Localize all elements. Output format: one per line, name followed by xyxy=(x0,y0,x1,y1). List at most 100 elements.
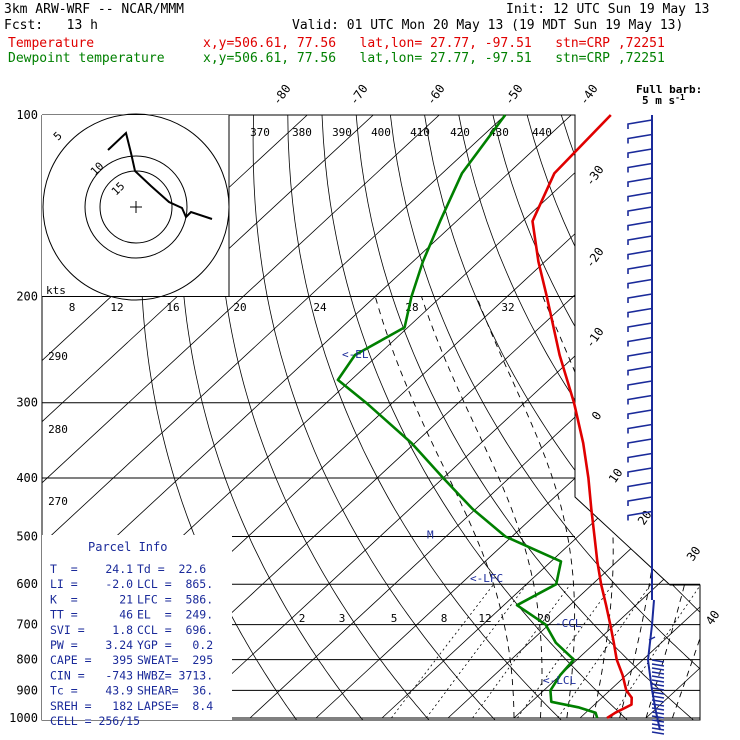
parcel-value-left: Tc = 43.9 xyxy=(50,684,133,698)
wind-barb-lower xyxy=(651,667,665,671)
temperature-label--40: -40 xyxy=(577,82,601,108)
wind-barb xyxy=(627,365,653,376)
parcel-value-left: CAPE = 395 xyxy=(50,653,133,667)
dry-adiabat-line xyxy=(526,115,700,720)
wind-barb-lower xyxy=(651,683,665,687)
wind-barb-lower xyxy=(651,727,665,731)
dewpoint-profile xyxy=(336,114,599,719)
temperature-label--80: -80 xyxy=(270,82,294,108)
theta-label-290: 290 xyxy=(48,350,68,363)
parcel-value-left: K = 21 xyxy=(50,592,133,606)
wind-barb-lower xyxy=(651,671,665,675)
speed-axis-label-32: 32 xyxy=(501,301,514,314)
parcel-value-right: CCL = 696. xyxy=(137,623,213,637)
profiles xyxy=(336,114,634,720)
speed-axis-label-8: 8 xyxy=(69,301,76,314)
temperature-label--60: -60 xyxy=(424,82,448,108)
isotherm-line xyxy=(42,115,440,719)
wind-barb xyxy=(627,162,653,173)
wind-barb-lower xyxy=(651,659,665,663)
wind-barb xyxy=(627,206,653,216)
wind-barb-lower xyxy=(651,699,665,703)
parcel-value-right: LFC = 586. xyxy=(137,592,213,606)
dry-adiabat-line xyxy=(252,115,506,720)
mixing-ratio-line xyxy=(472,583,571,719)
isotherm-line xyxy=(712,115,740,718)
isotherm-line xyxy=(645,115,700,719)
dry-adiabat-line xyxy=(321,115,640,720)
isotherm-line xyxy=(579,115,700,719)
isotherm-line xyxy=(42,115,572,719)
pressure-label-800: 800 xyxy=(16,653,38,667)
wind-barb xyxy=(627,496,653,506)
m-marker: M xyxy=(427,528,434,541)
dry-adiabat-line xyxy=(732,115,740,731)
wind-barb xyxy=(627,293,653,303)
temperature-label-0: 0 xyxy=(589,409,605,423)
parcel-value-right: SHEAR= 36. xyxy=(137,684,213,698)
parcel-value-right: YGP = 0.2 xyxy=(137,638,213,652)
moist-adiabat-line xyxy=(671,296,700,719)
isotherm-line xyxy=(447,115,700,719)
wind-barb xyxy=(627,177,653,187)
wind-barb xyxy=(627,409,653,419)
wind-barb-lower xyxy=(651,723,665,727)
mixing-ratio-label-2: 2 xyxy=(299,612,306,625)
dry-adiabat-line xyxy=(179,115,372,720)
parcel-value-left: CELL = 256/15 xyxy=(50,714,140,728)
isotherm-line xyxy=(42,115,506,719)
level-marker-el: <-EL xyxy=(342,348,369,361)
wind-barb-lower xyxy=(651,731,665,735)
theta-label-420: 420 xyxy=(450,126,470,139)
wind-barb-lower xyxy=(651,679,665,683)
speed-axis-label-16: 16 xyxy=(166,301,179,314)
wind-barb xyxy=(627,467,653,477)
speed-axis-label-12: 12 xyxy=(110,301,123,314)
dry-adiabat-line xyxy=(697,115,700,720)
pressure-label-500: 500 xyxy=(16,529,38,543)
barb-note-line1: Full barb: xyxy=(636,83,702,96)
dewpoint-label: Dewpoint temperature xyxy=(8,51,165,66)
theta-label-400: 400 xyxy=(371,126,391,139)
isotherm-line xyxy=(249,115,700,719)
temperature-label--10: -10 xyxy=(583,325,607,351)
wind-barb xyxy=(627,235,653,245)
wind-barb xyxy=(627,133,653,144)
pressure-label-200: 200 xyxy=(16,290,38,304)
pressure-label-900: 900 xyxy=(16,683,38,697)
temperature-label--50: -50 xyxy=(502,82,526,108)
mixing-ratio-line xyxy=(425,583,528,719)
temperature-label: Temperature xyxy=(8,36,95,51)
pressure-label-1000: 1000 xyxy=(9,711,38,725)
wind-barb xyxy=(627,423,653,434)
moist-adiabat-line xyxy=(542,296,614,719)
parcel-value-left: LI = -2.0 xyxy=(50,577,133,591)
parcel-value-left: CIN = -743 xyxy=(50,668,133,682)
wind-barb xyxy=(627,220,653,231)
model-title: 3km ARW-WRF -- NCAR/MMM xyxy=(4,2,185,17)
wind-barb xyxy=(627,119,653,129)
speed-axis-label-20: 20 xyxy=(233,301,246,314)
wind-barb-lower xyxy=(651,711,665,715)
theta-label-270: 270 xyxy=(48,495,68,508)
parcel-value-left: T = 24.1 xyxy=(50,562,133,576)
wind-barb-lower xyxy=(651,707,665,711)
wind-barb-lower xyxy=(651,719,665,723)
wind-barb-lower xyxy=(651,691,665,695)
isotherm-line xyxy=(381,115,700,719)
wind-barb-lower xyxy=(651,663,665,667)
temperature-label-10: 10 xyxy=(606,466,626,486)
temperature-label--70: -70 xyxy=(347,82,371,108)
parcel-info-box: Parcel Info T = 24.1 Td = 22.6 LI = -2.0 LCL… xyxy=(42,535,232,728)
wind-barb xyxy=(627,264,653,274)
wind-barb xyxy=(627,249,653,260)
wind-barb xyxy=(627,351,653,361)
wind-barb xyxy=(627,148,653,158)
parcel-value-right: SWEAT= 295 xyxy=(137,653,213,667)
wind-barb-lower xyxy=(651,703,665,707)
level-annotations: <-EL <-LFC -CCL <-LCL M xyxy=(342,348,582,687)
parcel-value-left: TT = 46 xyxy=(50,608,133,622)
dry-adiabat-line xyxy=(663,115,700,720)
dry-adiabat-line xyxy=(287,115,573,720)
